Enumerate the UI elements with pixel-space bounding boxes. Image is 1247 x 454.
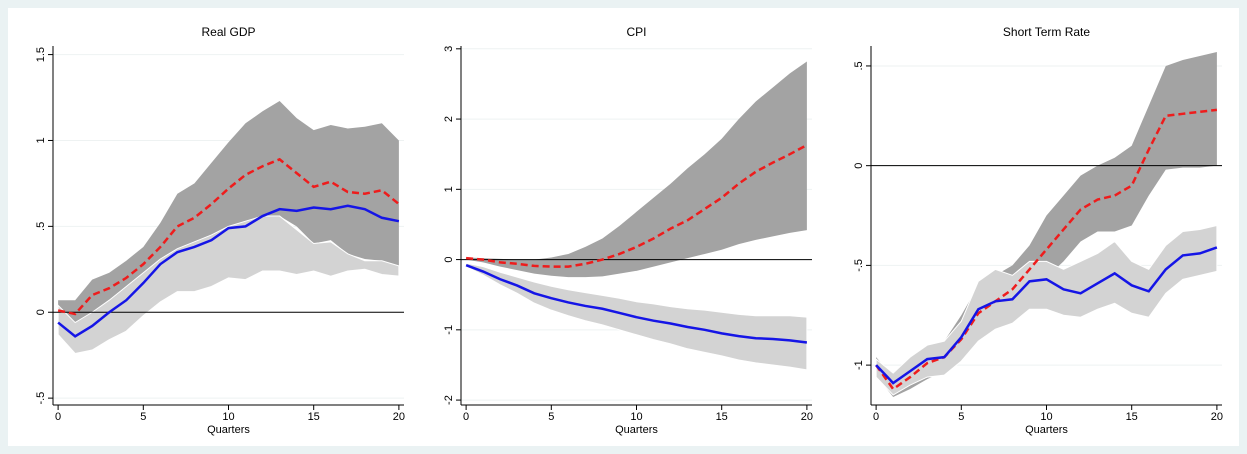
panel-title: CPI — [626, 25, 646, 39]
confidence-band — [58, 100, 399, 326]
x-tick-label: 20 — [393, 411, 405, 423]
y-tick-label: 3 — [443, 46, 455, 52]
x-tick-label: 15 — [716, 411, 728, 423]
y-tick-label: 0 — [853, 163, 865, 169]
y-tick-label: 1.5 — [35, 47, 47, 62]
response-line — [57, 157, 400, 316]
x-tick-label: 20 — [1211, 411, 1223, 423]
x-tick-label: 10 — [1040, 411, 1052, 423]
y-tick-label: 0 — [443, 257, 455, 263]
x-tick-label: 10 — [222, 411, 234, 423]
confidence-band — [466, 61, 807, 278]
confidence-band — [57, 215, 400, 355]
x-tick-label: 0 — [873, 411, 879, 423]
panel-title: Real GDP — [201, 25, 255, 39]
x-tick-label: 15 — [1126, 411, 1138, 423]
confidence-band — [875, 224, 1218, 396]
confidence-band — [876, 51, 1217, 398]
y-tick-label: -2 — [443, 395, 455, 405]
panel: CPI -2 -1 0 1 2 3 0 5 10 15 20 Quarters — [443, 25, 813, 436]
x-tick-label: 0 — [55, 411, 61, 423]
panel: Short Term Rate -1 -.5 0 .5 0 5 10 15 20 Quarters — [853, 25, 1223, 436]
x-tick-label: 5 — [958, 411, 964, 423]
x-axis-label: Quarters — [1025, 424, 1068, 436]
panel-title: Short Term Rate — [1003, 25, 1090, 39]
response-line — [875, 246, 1218, 385]
y-tick-label: .5 — [853, 61, 865, 70]
y-tick-label: -.5 — [35, 392, 47, 405]
x-tick-label: 5 — [548, 411, 554, 423]
x-tick-label: 5 — [140, 411, 146, 423]
y-tick-label: 1 — [35, 137, 47, 143]
response-line — [875, 108, 1218, 391]
y-tick-label: -1 — [853, 360, 865, 370]
y-tick-label: .5 — [35, 222, 47, 231]
y-tick-label: 2 — [443, 116, 455, 122]
y-tick-label: 1 — [443, 186, 455, 192]
x-tick-label: 20 — [801, 411, 813, 423]
response-line — [465, 264, 808, 344]
y-tick-label: -.5 — [853, 259, 865, 272]
x-tick-label: 15 — [308, 411, 320, 423]
response-line — [57, 204, 400, 338]
x-tick-label: 0 — [463, 411, 469, 423]
panel: Real GDP -.5 0 .5 1 1.5 0 5 10 15 20 Quarters — [35, 25, 405, 436]
x-tick-label: 10 — [630, 411, 642, 423]
y-tick-label: 0 — [35, 309, 47, 315]
y-tick-label: -1 — [443, 325, 455, 335]
response-line — [466, 143, 808, 268]
x-axis-label: Quarters — [615, 424, 658, 436]
x-axis-label: Quarters — [207, 424, 250, 436]
